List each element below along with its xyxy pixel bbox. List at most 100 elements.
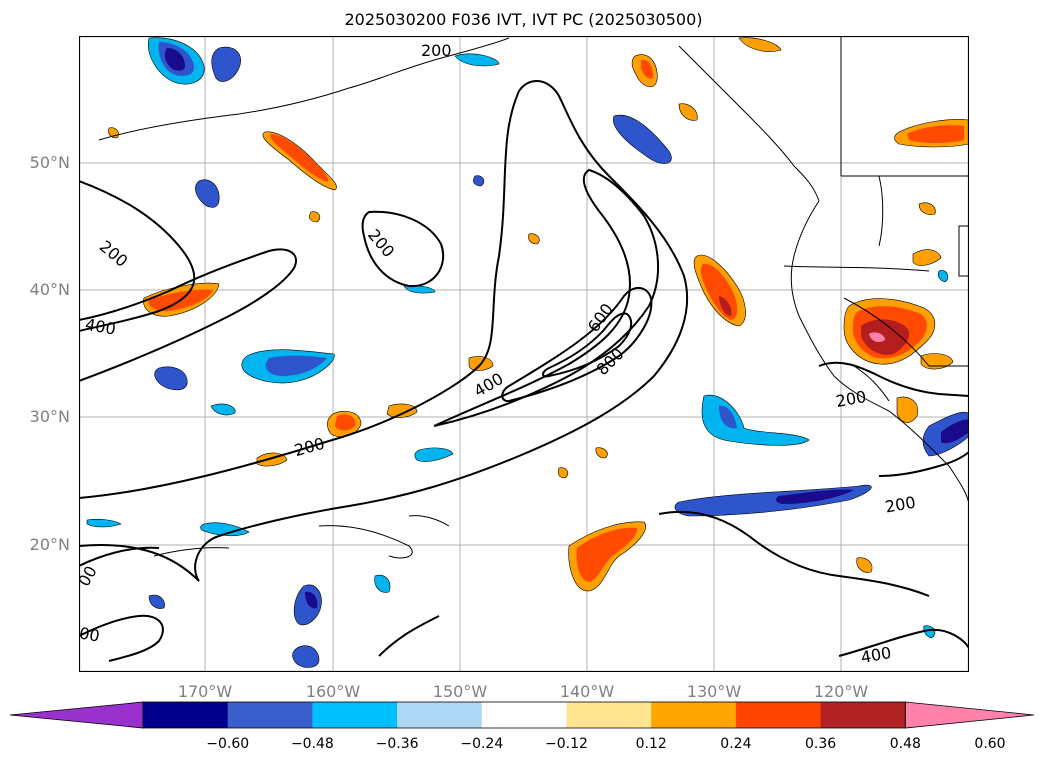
neg-patch — [719, 405, 737, 429]
pos-patch — [386, 403, 418, 418]
pos-patch — [869, 332, 885, 342]
lat-label: 40°N — [29, 280, 70, 299]
neg-patch — [164, 48, 185, 71]
contour-label: 00 — [79, 563, 101, 590]
colorbar-tick-label: 0.48 — [889, 736, 921, 752]
neg-patch — [473, 175, 485, 187]
contour-200b — [658, 510, 930, 597]
contour-label: 200 — [292, 434, 326, 460]
colorbar-tick-label: −0.24 — [460, 736, 504, 752]
pos-patch — [861, 319, 910, 355]
contour-200 — [361, 210, 445, 288]
pos-patch — [576, 527, 638, 582]
pos-patch — [918, 202, 936, 215]
contour-400 — [79, 614, 164, 662]
neg-patch — [454, 53, 500, 67]
colorbar-extend-low — [10, 701, 144, 729]
colorbar-tick-label: −0.12 — [545, 736, 588, 752]
pos-patch — [528, 233, 540, 245]
lat-label: 20°N — [29, 535, 70, 554]
pos-patch — [335, 414, 356, 431]
contour-400 — [838, 628, 969, 657]
lon-label: 130°W — [686, 682, 742, 701]
colorbar-cell — [566, 702, 652, 728]
contour-200 — [79, 80, 689, 582]
neg-patch — [200, 522, 250, 537]
lon-label: 150°W — [432, 682, 488, 701]
gridlines — [79, 36, 969, 672]
contour-label: 00 — [79, 623, 101, 645]
map-plot: 200 200 200 200 400 400 400 600 800 200 … — [79, 36, 969, 672]
colorbar-tick-label: 0.12 — [635, 736, 667, 752]
pos-patch — [595, 447, 608, 459]
colorbar-cell — [735, 702, 822, 728]
colorbar-tick-label: −0.60 — [206, 736, 250, 752]
neg-patch — [937, 270, 949, 283]
pos-patch — [856, 557, 873, 573]
neg-patch — [941, 419, 969, 444]
colorbar-cell — [143, 702, 229, 728]
colorbar-tick-label: 0.24 — [720, 736, 752, 752]
map-frame — [79, 36, 969, 672]
pos-patch — [641, 59, 654, 79]
neg-patch — [210, 403, 236, 416]
colorbar-outline — [142, 701, 906, 729]
positive-anomaly-patches — [108, 37, 969, 592]
pos-patch — [912, 249, 942, 266]
pos-patch — [557, 467, 569, 479]
contour-label: 200 — [834, 387, 867, 411]
contour-label: 400 — [84, 315, 117, 339]
colorbar-extend-high — [904, 701, 1035, 729]
neg-patch — [776, 489, 854, 504]
neg-patch — [613, 114, 672, 164]
contour-600 — [501, 287, 653, 403]
lon-label: 120°W — [813, 682, 869, 701]
neg-patch — [701, 394, 810, 446]
lat-label: 30°N — [29, 407, 70, 426]
lon-label: 170°W — [177, 682, 233, 701]
contour-label: 800 — [593, 344, 628, 379]
contour-200 — [818, 361, 969, 397]
colorbar-cell — [820, 702, 906, 728]
colorbar-tick-label: 0.36 — [805, 736, 837, 752]
colorbar-tick-label: −0.36 — [375, 736, 419, 752]
neg-patch — [211, 46, 241, 82]
lat-label: 50°N — [29, 153, 70, 172]
neg-patch — [292, 645, 320, 668]
neg-patch — [154, 366, 188, 391]
ivt-contours — [79, 80, 969, 662]
contour-label: 200 — [884, 493, 917, 517]
colorbar-cell — [481, 702, 567, 728]
pos-patch — [896, 396, 919, 423]
neg-patch — [148, 594, 165, 609]
contour-400 — [433, 168, 660, 427]
negative-anomaly-patches — [86, 37, 969, 668]
contour-label: 200 — [96, 237, 132, 271]
contour-200 — [79, 546, 160, 567]
neg-patch — [374, 574, 391, 593]
pos-patch — [907, 125, 964, 143]
colorbar-cell — [227, 702, 313, 728]
neg-patch — [86, 518, 122, 528]
neg-patch — [923, 625, 936, 639]
contour-label: 200 — [421, 41, 452, 60]
colorbar — [10, 701, 1035, 729]
colorbar-tick-label: 0.60 — [974, 736, 1006, 752]
pos-patch — [269, 134, 329, 182]
colorbar-cell — [397, 702, 483, 728]
map-title: 2025030200 F036 IVT, IVT PC (2025030500) — [344, 10, 703, 29]
neg-patch — [293, 584, 322, 626]
contour-label: 200 — [364, 225, 398, 261]
contour-800 — [542, 312, 633, 378]
coastlines — [98, 36, 969, 559]
lon-label: 140°W — [559, 682, 615, 701]
contour-label: 400 — [859, 643, 892, 667]
neg-patch — [414, 447, 454, 462]
pos-patch — [678, 103, 698, 121]
pos-patch — [719, 296, 732, 316]
neg-patch — [195, 179, 220, 208]
pos-patch — [738, 37, 782, 52]
lon-label: 160°W — [305, 682, 361, 701]
pos-patch — [920, 353, 954, 370]
colorbar-cell — [312, 702, 398, 728]
